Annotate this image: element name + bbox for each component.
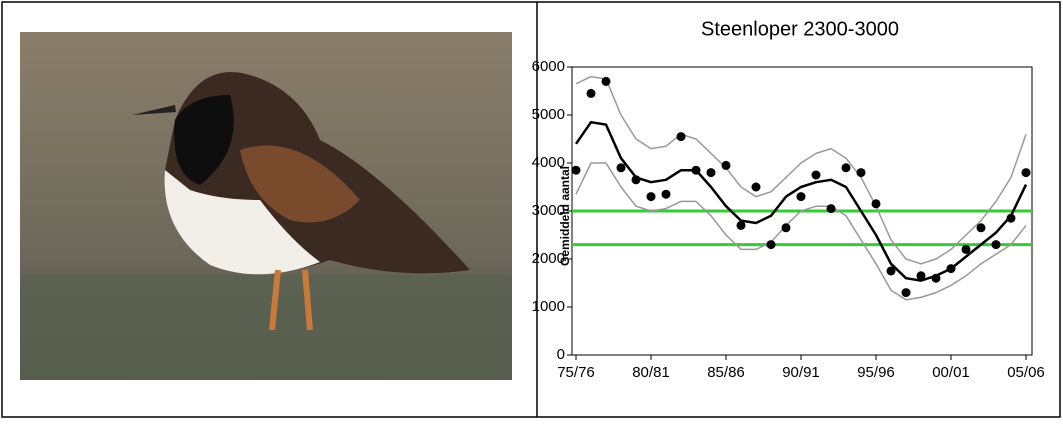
chart-title: Steenloper 2300-3000 [701,18,899,40]
x-tick-label: 95/96 [857,364,895,381]
y-tick-label: 3000 [532,202,565,219]
x-tick-label: 85/86 [707,364,745,381]
data-point [811,170,821,180]
x-tick-label: 80/81 [632,364,670,381]
y-tick-label: 1000 [532,298,565,315]
data-point [751,182,761,192]
y-axis-label: Gemiddeld aantal [558,166,572,266]
x-tick-label: 05/06 [1007,364,1045,381]
x-tick-label: 00/01 [932,364,970,381]
data-point [976,223,986,233]
y-tick-label: 4000 [532,154,565,171]
y-tick-label: 5000 [532,106,565,123]
data-point [766,240,776,250]
data-point [661,189,671,199]
data-point [586,88,596,98]
data-point [961,244,971,254]
data-point [1006,213,1016,223]
x-tick-label: 75/76 [557,364,595,381]
data-point [646,192,656,202]
data-point [706,168,716,178]
data-point [856,168,866,178]
data-point [931,273,941,283]
data-point [841,163,851,173]
data-point [796,192,806,202]
y-tick-label: 2000 [532,250,565,267]
data-point [1021,168,1031,178]
data-point [886,266,896,276]
data-point [826,204,836,214]
data-point [901,288,911,298]
series-line [574,120,1028,282]
series-line [575,75,1027,265]
data-point [991,240,1001,250]
data-point [571,165,581,175]
x-tick-label: 90/91 [782,364,820,381]
data-point [781,223,791,233]
data-point [946,264,956,274]
data-point [631,175,641,185]
data-point [691,165,701,175]
data-point [616,163,626,173]
y-tick-label: 6000 [532,58,565,75]
y-tick-label: 0 [557,346,565,363]
data-point [676,132,686,142]
data-point [601,76,611,86]
series-line [575,162,1027,301]
data-point [916,271,926,281]
data-point [721,160,731,170]
data-point [871,199,881,209]
table-border [1,1,1061,418]
bird-photo [20,32,512,380]
plot: 0 1000 2000 3000 4000 5000 6000 75/76 80/81 85/86… [532,58,1045,381]
data-point [736,220,746,230]
